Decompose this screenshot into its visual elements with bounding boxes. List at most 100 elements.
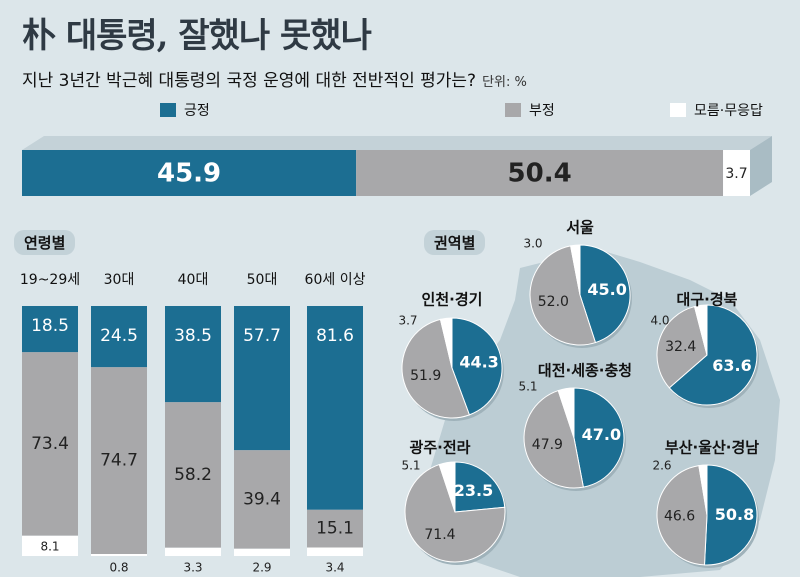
- age-label-4-unknown: 3.4: [325, 561, 344, 575]
- legend-label-negative: 부정: [529, 103, 555, 119]
- region-pie-slice-4-positive: [454, 461, 506, 513]
- legend-swatch-unknown: [670, 103, 686, 117]
- unit-label: 단위: %: [482, 75, 527, 90]
- age-category-label-4: 60세 이상: [305, 272, 366, 288]
- region-label-5-unknown: 2.6: [652, 459, 671, 473]
- age-category-label-0: 19~29세: [20, 272, 80, 288]
- region-label-5-negative: 46.6: [664, 509, 695, 525]
- age-label-2-negative: 58.2: [174, 465, 212, 485]
- age-category-label-1: 30대: [104, 272, 135, 288]
- overall-label-unknown: 3.7: [725, 166, 747, 182]
- region-pie-slice-5-positive: [703, 464, 758, 566]
- legend-unknown: 모름·무응답: [670, 100, 763, 120]
- age-bar-3-positive: [234, 306, 290, 451]
- region-pie-slice-1-unknown: [439, 317, 453, 369]
- overall-bar-positive: [22, 150, 357, 196]
- age-bar-2-positive: [165, 306, 221, 403]
- legend-label-unknown: 모름·무응답: [694, 103, 763, 119]
- region-name-5: 부산·울산·경남: [665, 439, 759, 457]
- region-pie-slice-4-unknown: [438, 461, 456, 513]
- age-label-2-positive: 38.5: [174, 326, 212, 346]
- region-label-1-negative: 51.9: [410, 368, 441, 384]
- region-pie-slice-2-positive: [668, 304, 758, 406]
- age-bar-3-negative: [234, 450, 290, 549]
- legend-swatch-negative: [505, 103, 521, 117]
- legend-swatch-positive: [160, 103, 176, 117]
- region-pie-slice-5-unknown: [698, 464, 708, 516]
- age-label-0-positive: 18.5: [31, 316, 69, 336]
- subtitle-text: 지난 3년간 박근혜 대통령의 국정 운영에 대한 전반적인 평가는?: [22, 71, 477, 91]
- age-label-3-positive: 57.7: [243, 326, 281, 346]
- region-label-0-positive: 45.0: [587, 280, 626, 299]
- region-label-3-positive: 47.0: [582, 425, 621, 444]
- region-pie-slice-5-negative: [656, 465, 708, 566]
- region-label-4-unknown: 5.1: [401, 459, 420, 473]
- age-category-label-2: 40대: [178, 272, 209, 288]
- age-stacked-bars: 19~29세 18.5 73.4 8.1 30대 24.5 74.7 0.8 40대 38.5 58…: [20, 272, 366, 575]
- age-bar-2-unknown: [165, 547, 221, 556]
- region-name-2: 대구·경북: [677, 291, 738, 309]
- region-pie-slice-1-positive: [451, 317, 503, 416]
- region-label-2-unknown: 4.0: [650, 314, 669, 328]
- region-name-0: 서울: [566, 219, 594, 237]
- age-bar-1-unknown: [91, 554, 147, 556]
- region-label-1-positive: 44.3: [459, 353, 498, 372]
- region-name-1: 인천·경기: [422, 291, 483, 309]
- age-label-4-positive: 81.6: [316, 326, 354, 346]
- age-label-3-negative: 39.4: [243, 490, 281, 510]
- overall-bar-top-face: [22, 136, 772, 150]
- age-bar-2-negative: [165, 402, 221, 548]
- age-bar-4-unknown: [307, 547, 363, 556]
- region-name-3: 대전·세종·충청: [538, 362, 632, 380]
- region-label-3-unknown: 5.1: [518, 380, 537, 394]
- region-label-1-unknown: 3.7: [398, 314, 417, 328]
- region-label-5-positive: 50.8: [715, 505, 754, 524]
- section-label-region: 권역별: [424, 230, 486, 255]
- region-label-3-negative: 47.9: [532, 437, 563, 453]
- region-pie-slice-3-positive: [573, 387, 625, 488]
- region-pie-slice-3-unknown: [557, 387, 575, 439]
- region-pie-slice-3-negative: [523, 389, 584, 489]
- age-bar-1-negative: [91, 367, 147, 554]
- age-label-0-negative: 73.4: [31, 434, 69, 454]
- age-label-2-unknown: 3.3: [183, 561, 202, 575]
- region-pie-slice-2-unknown: [693, 304, 708, 356]
- age-label-0-unknown: 8.1: [40, 539, 59, 553]
- age-label-3-unknown: 2.9: [252, 561, 271, 575]
- region-name-4: 광주·전라: [410, 439, 471, 457]
- age-label-1-positive: 24.5: [100, 326, 138, 346]
- region-pie-slice-2-negative: [656, 305, 708, 389]
- age-bar-4-positive: [307, 306, 363, 510]
- age-bar-4-negative: [307, 509, 363, 548]
- overall-bar-side-face: [750, 136, 772, 196]
- age-bar-0-negative: [22, 352, 78, 536]
- age-bar-0-unknown: [22, 535, 78, 556]
- legend-positive: 긍정: [160, 100, 210, 120]
- region-label-4-negative: 71.4: [424, 527, 455, 543]
- age-bar-3-unknown: [234, 548, 290, 556]
- overall-bar-negative: [356, 150, 724, 196]
- section-label-age: 연령별: [14, 230, 76, 255]
- legend-negative: 부정: [505, 100, 555, 120]
- chart-title: 朴 대통령, 잘했나 못했나: [22, 16, 372, 56]
- overall-label-negative: 50.4: [508, 159, 572, 189]
- region-pie-slice-4-negative: [404, 463, 506, 563]
- age-bar-1-positive: [91, 306, 147, 368]
- age-label-1-negative: 74.7: [100, 451, 138, 471]
- overall-stacked-bar: 45.9 50.4 3.7: [22, 136, 772, 196]
- region-label-0-unknown: 3.0: [523, 237, 542, 251]
- region-label-0-negative: 52.0: [538, 294, 569, 310]
- age-label-4-negative: 15.1: [316, 519, 354, 539]
- region-pie-slice-0-unknown: [570, 244, 581, 296]
- region-label-2-positive: 63.6: [712, 356, 751, 375]
- overall-bar-unknown: [723, 150, 750, 196]
- legend-label-positive: 긍정: [184, 103, 210, 119]
- region-label-4-positive: 23.5: [454, 481, 493, 500]
- region-pie-slice-1-negative: [401, 318, 471, 419]
- age-category-label-3: 50대: [247, 272, 278, 288]
- age-label-1-unknown: 0.8: [109, 561, 128, 575]
- chart-subtitle: 지난 3년간 박근혜 대통령의 국정 운영에 대한 전반적인 평가는? 단위: %: [22, 66, 527, 91]
- region-pie-slice-0-positive: [579, 244, 631, 344]
- region-pie-slice-0-negative: [529, 245, 597, 346]
